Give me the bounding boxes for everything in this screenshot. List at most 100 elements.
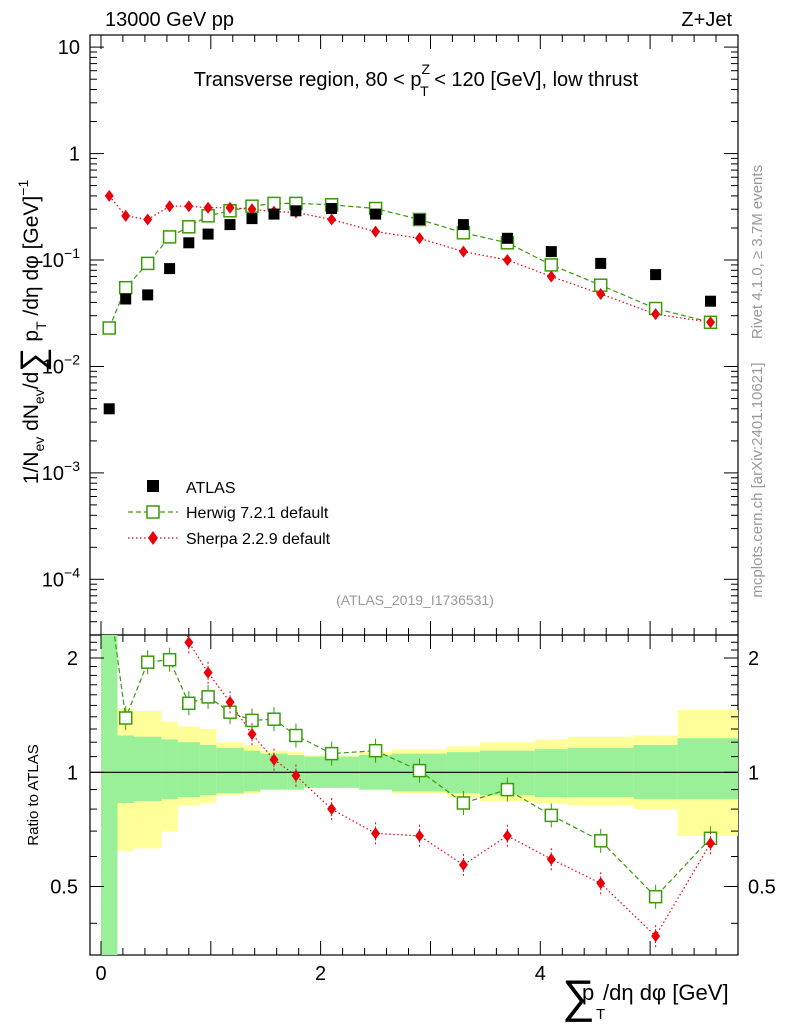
xlabel-p: p <box>582 980 594 1005</box>
ratio-uncertainty-bands <box>90 635 738 955</box>
sherpa-point-6 <box>225 201 235 214</box>
sherpa-point-13 <box>458 245 468 258</box>
band-inner-15 <box>534 749 568 798</box>
herwig-ratio-point-7 <box>245 713 259 728</box>
atlas-point-13 <box>457 219 469 231</box>
legend-herwig-marker <box>146 505 160 519</box>
main-ytick-label-5: 10−4 <box>42 564 80 591</box>
atlas-point-16 <box>595 257 607 269</box>
herwig-ratio-point-14 <box>500 782 515 797</box>
sherpa-point-10 <box>327 213 337 226</box>
sherpa-ratio-point-9 <box>291 769 301 782</box>
xlabel-sum: ∑ <box>562 970 595 1022</box>
sherpa-point-16 <box>596 287 606 300</box>
rivet-label: Rivet 4.1.0, ≥ 3.7M events <box>749 165 766 339</box>
herwig-ratio-point-5 <box>201 690 215 704</box>
band-inner-1 <box>117 735 134 803</box>
atlas-point-2 <box>142 289 154 301</box>
sherpa-point-2 <box>143 213 153 226</box>
herwig-ratio-point-4 <box>182 696 196 711</box>
ratio-ytick-label-left-2: 2 <box>67 648 78 670</box>
herwig-point-15 <box>544 258 559 272</box>
sherpa-ratio-point-17 <box>651 930 661 943</box>
atlas-point-11 <box>370 208 382 220</box>
herwig-ratio-point-16 <box>593 834 608 848</box>
sherpa-point-1 <box>121 209 131 222</box>
band-inner-18 <box>677 738 738 800</box>
atlas-point-0 <box>103 403 115 415</box>
herwig-ratio-point-15 <box>544 808 559 823</box>
header-left: 13000 GeV pp <box>105 9 234 31</box>
herwig-ratio-point-2 <box>140 655 155 669</box>
atlas-point-7 <box>246 213 258 225</box>
atlas-point-17 <box>650 269 662 281</box>
header-right: Z+Jet <box>681 9 732 31</box>
herwig-line <box>108 202 711 329</box>
sherpa-ratio-point-10 <box>327 803 337 816</box>
atlas-point-1 <box>120 293 132 305</box>
herwig-point-2 <box>140 256 155 271</box>
sherpa-point-5 <box>203 201 213 214</box>
band-inner-5 <box>199 745 217 796</box>
ratio-ytick-label-left-0: 0.5 <box>50 877 78 899</box>
legend: ATLAS Herwig 7.2.1 default Sherpa 2.2.9 … <box>128 480 331 548</box>
sherpa-point-4 <box>184 200 194 213</box>
herwig-ratio-point-12 <box>412 763 427 778</box>
ratio-ytick-label-right-2: 2 <box>748 648 759 670</box>
legend-atlas-label: ATLAS <box>186 480 236 497</box>
sherpa-point-14 <box>502 254 512 267</box>
analysis-tag: (ATLAS_2019_I1736531) <box>336 592 494 608</box>
sherpa-ratio-point-12 <box>414 829 424 842</box>
herwig-point-3 <box>162 230 177 244</box>
x-axis-label: ∑ p T /dη dφ [GeV] <box>562 970 729 1023</box>
herwig-ratio-point-8 <box>267 712 281 726</box>
herwig-point-4 <box>182 220 196 234</box>
band-inner-6 <box>216 747 244 794</box>
xtick-label-1: 2 <box>315 963 326 985</box>
sherpa-ratio-point-11 <box>371 827 381 840</box>
sherpa-ratio-point-6 <box>225 696 235 709</box>
sherpa-ratio-point-16 <box>596 877 606 890</box>
xlabel-sub: T <box>596 1006 605 1023</box>
sherpa-point-15 <box>546 270 556 283</box>
ratio-ytick-label-left-1: 1 <box>67 762 78 784</box>
legend-herwig-label: Herwig 7.2.1 default <box>186 505 329 522</box>
title-sub: T <box>420 83 429 99</box>
herwig-ratio-point-10 <box>324 746 339 761</box>
ratio-series <box>113 635 718 948</box>
main-ylabel: 1/Nev dNev/d∑ pT /dη dφ [GeV]−1 <box>14 180 52 485</box>
sherpa-line <box>108 195 711 323</box>
xtick-label-2: 4 <box>535 963 546 985</box>
ratio-axes: 0.5 0.5 1 1 2 2 0 2 4 <box>50 635 776 985</box>
herwig-ratio-point-1 <box>118 711 133 725</box>
title-post: < 120 [GeV], low thrust <box>429 69 639 91</box>
sherpa-point-7 <box>247 203 257 216</box>
band-inner-7 <box>243 750 261 792</box>
herwig-ratio-point-9 <box>289 728 303 743</box>
atlas-point-4 <box>183 237 195 249</box>
main-ytick-label-4: 10−3 <box>42 458 80 485</box>
sherpa-ratio-point-4 <box>184 636 194 649</box>
sherpa-point-17 <box>651 308 661 321</box>
sherpa-point-3 <box>165 200 175 213</box>
legend-atlas-marker <box>147 480 159 492</box>
legend-sherpa-label: Sherpa 2.2.9 default <box>186 531 331 548</box>
atlas-point-8 <box>268 208 280 220</box>
xlabel-rest: /dη dφ [GeV] <box>603 980 729 1005</box>
ratio-ytick-label-right-0: 0.5 <box>748 877 776 899</box>
atlas-point-18 <box>705 295 716 307</box>
band-inner-2 <box>133 736 162 801</box>
sherpa-point-11 <box>371 225 381 238</box>
atlas-point-10 <box>326 203 338 214</box>
ratio-ylabel: Ratio to ATLAS <box>25 744 42 845</box>
herwig-point-0 <box>102 321 116 335</box>
atlas-point-9 <box>290 205 302 217</box>
band-inner-3 <box>161 739 178 800</box>
main-title: Transverse region, 80 < pZ T < 120 [GeV],… <box>194 61 639 99</box>
atlas-point-6 <box>224 219 236 231</box>
sherpa-ratio-point-13 <box>458 858 468 871</box>
herwig-ratio-point-3 <box>162 652 177 667</box>
xtick-label-0: 0 <box>95 963 106 985</box>
atlas-point-15 <box>545 246 557 258</box>
